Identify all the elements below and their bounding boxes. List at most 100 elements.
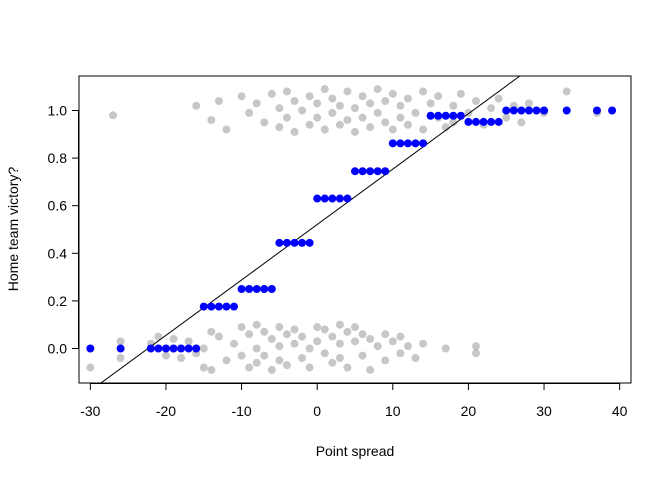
observed-point xyxy=(381,330,390,339)
observed-point xyxy=(313,113,322,122)
y-tick-label: 1.0 xyxy=(48,103,68,119)
observed-point xyxy=(245,330,254,339)
observed-point xyxy=(230,339,239,348)
observed-point xyxy=(494,94,503,103)
observed-point xyxy=(328,332,337,341)
fitted-point xyxy=(479,117,488,126)
observed-point xyxy=(252,358,261,367)
observed-point xyxy=(441,344,450,353)
observed-point xyxy=(245,363,254,372)
observed-point xyxy=(161,351,170,360)
observed-point xyxy=(373,85,382,94)
observed-point xyxy=(260,327,269,336)
observed-point xyxy=(381,118,390,127)
observed-point xyxy=(116,337,125,346)
observed-point xyxy=(328,358,337,367)
observed-point xyxy=(313,99,322,108)
observed-point xyxy=(388,337,397,346)
observed-point xyxy=(335,354,344,363)
fitted-point xyxy=(471,117,480,126)
fitted-point xyxy=(214,302,223,311)
fitted-point xyxy=(441,111,450,120)
observed-point xyxy=(237,323,246,332)
observed-point xyxy=(290,325,299,334)
y-axis-label: Home team victory? xyxy=(5,167,21,292)
fitted-point xyxy=(373,167,382,176)
observed-point xyxy=(237,92,246,101)
fitted-point xyxy=(116,344,125,353)
fitted-point xyxy=(237,284,246,293)
observed-point xyxy=(207,116,216,125)
observed-point xyxy=(366,123,375,132)
observed-point xyxy=(335,320,344,329)
observed-point xyxy=(260,118,269,127)
observed-point xyxy=(396,113,405,122)
observed-point xyxy=(260,351,269,360)
observed-point xyxy=(222,125,231,134)
y-tick-label: 0.0 xyxy=(48,340,68,356)
observed-point xyxy=(358,351,367,360)
fitted-point xyxy=(192,344,201,353)
observed-point xyxy=(471,96,480,105)
observed-point xyxy=(282,361,291,370)
observed-point xyxy=(411,108,420,117)
observed-point xyxy=(434,92,443,101)
observed-point xyxy=(471,342,480,351)
fitted-point xyxy=(449,111,458,120)
observed-point xyxy=(282,113,291,122)
fitted-point xyxy=(509,106,518,115)
fitted-point xyxy=(313,194,322,203)
observed-point xyxy=(502,113,511,122)
fitted-point xyxy=(403,139,412,148)
observed-point xyxy=(419,87,428,96)
x-tick-label: 0 xyxy=(313,403,321,419)
observed-point xyxy=(237,351,246,360)
fitted-point xyxy=(381,167,390,176)
observed-point xyxy=(207,365,216,374)
observed-point xyxy=(298,354,307,363)
observed-point xyxy=(373,342,382,351)
observed-point xyxy=(214,332,223,341)
observed-point xyxy=(426,99,435,108)
fitted-point xyxy=(388,139,397,148)
observed-point xyxy=(267,89,276,98)
fitted-point xyxy=(161,344,170,353)
fitted-point xyxy=(169,344,178,353)
y-tick-label: 0.2 xyxy=(48,293,68,309)
fitted-point xyxy=(222,302,231,311)
observed-point xyxy=(419,339,428,348)
observed-point xyxy=(335,120,344,129)
y-tick-label: 0.6 xyxy=(48,198,68,214)
observed-point xyxy=(275,104,284,113)
x-axis-label: Point spread xyxy=(316,443,395,459)
x-tick-label: 20 xyxy=(461,403,477,419)
observed-point xyxy=(184,337,193,346)
fitted-point xyxy=(351,167,359,176)
fitted-point xyxy=(245,284,254,293)
observed-point xyxy=(320,125,329,134)
observed-point xyxy=(517,118,526,127)
observed-point xyxy=(305,92,314,101)
observed-point xyxy=(351,104,359,113)
observed-point xyxy=(343,327,352,336)
observed-point xyxy=(275,323,284,332)
fitted-point xyxy=(320,194,329,203)
observed-point xyxy=(335,339,344,348)
fitted-point xyxy=(411,139,420,148)
fitted-point xyxy=(358,167,367,176)
observed-point xyxy=(290,96,299,105)
fitted-point xyxy=(396,139,405,148)
observed-point xyxy=(192,101,201,110)
observed-point xyxy=(320,325,329,334)
fitted-point xyxy=(154,344,163,353)
observed-point xyxy=(214,96,223,105)
fitted-point xyxy=(177,344,186,353)
observed-point xyxy=(313,323,322,332)
observed-point xyxy=(252,344,261,353)
observed-point xyxy=(298,106,307,115)
fitted-point xyxy=(532,106,541,115)
x-tick-label: -20 xyxy=(156,403,176,419)
fitted-point xyxy=(502,106,511,115)
observed-point xyxy=(388,89,397,98)
